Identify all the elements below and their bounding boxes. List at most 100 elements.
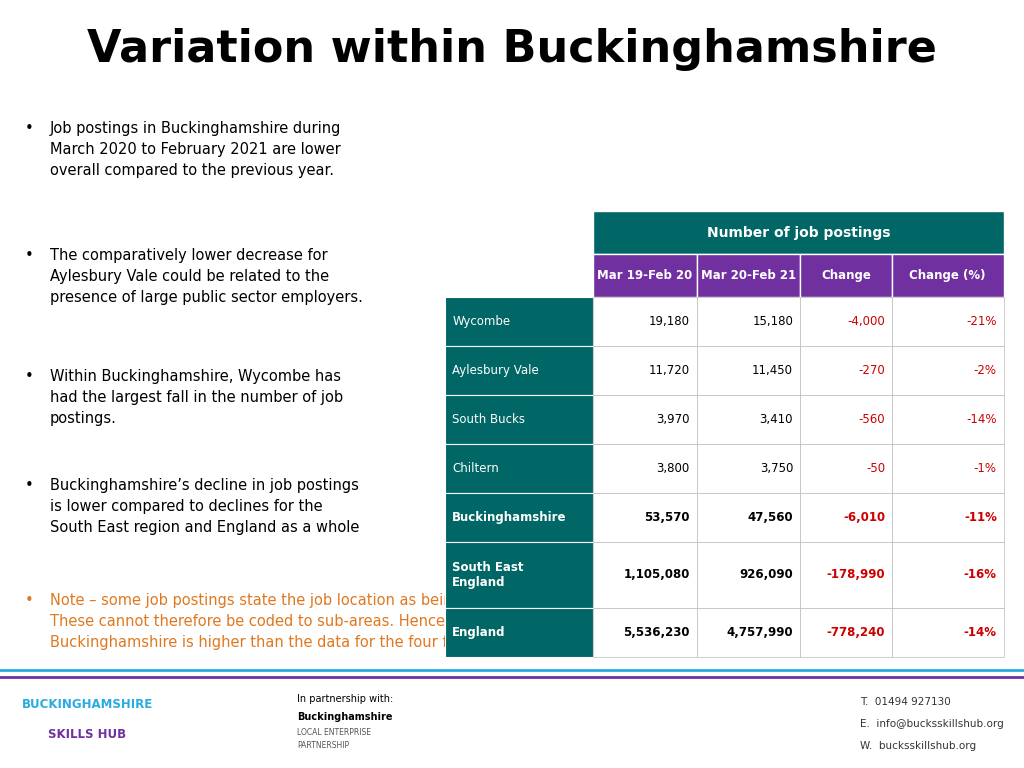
Text: Note – some job postings state the job location as being ‘Buckinghamshire’ only.: Note – some job postings state the job l…: [50, 593, 641, 650]
Text: Mar 20-Feb 21: Mar 20-Feb 21: [700, 270, 796, 282]
Text: T.  01494 927130: T. 01494 927130: [860, 697, 951, 707]
Bar: [445, 254, 593, 297]
Bar: [696, 607, 800, 657]
Text: Change (%): Change (%): [909, 270, 986, 282]
Text: 3,750: 3,750: [760, 462, 794, 475]
Text: Wycombe: Wycombe: [453, 315, 510, 328]
Bar: [593, 493, 696, 541]
Bar: [800, 297, 892, 346]
Text: -50: -50: [866, 462, 885, 475]
Text: Job postings in Buckinghamshire during
March 2020 to February 2021 are lower
ove: Job postings in Buckinghamshire during M…: [50, 121, 341, 178]
Bar: [445, 346, 593, 395]
Text: -16%: -16%: [964, 568, 996, 581]
Text: -11%: -11%: [964, 511, 996, 524]
Text: 53,570: 53,570: [644, 511, 690, 524]
Bar: [696, 346, 800, 395]
Text: Buckinghamshire’s decline in job postings
is lower compared to declines for the
: Buckinghamshire’s decline in job posting…: [50, 478, 359, 535]
Bar: [445, 297, 593, 346]
Bar: [800, 444, 892, 493]
Text: Buckinghamshire: Buckinghamshire: [297, 712, 392, 722]
Text: LOCAL ENTERPRISE: LOCAL ENTERPRISE: [297, 728, 371, 737]
Bar: [696, 395, 800, 444]
Bar: [892, 254, 1004, 297]
Bar: [892, 444, 1004, 493]
Text: -560: -560: [858, 413, 885, 426]
Text: 11,450: 11,450: [752, 364, 794, 377]
Bar: [445, 444, 593, 493]
Text: Mar 19-Feb 20: Mar 19-Feb 20: [597, 270, 692, 282]
Text: 4,757,990: 4,757,990: [726, 626, 794, 639]
Text: •: •: [25, 593, 34, 608]
Bar: [892, 297, 1004, 346]
Bar: [800, 254, 892, 297]
Text: 47,560: 47,560: [748, 511, 794, 524]
Bar: [593, 297, 696, 346]
Text: 11,720: 11,720: [649, 364, 690, 377]
Text: Within Buckinghamshire, Wycombe has
had the largest fall in the number of job
po: Within Buckinghamshire, Wycombe has had …: [50, 369, 343, 425]
Bar: [445, 607, 593, 657]
Bar: [800, 395, 892, 444]
Text: 3,410: 3,410: [760, 413, 794, 426]
Text: -270: -270: [858, 364, 885, 377]
Text: •: •: [25, 478, 34, 493]
Text: -2%: -2%: [974, 364, 996, 377]
Text: Number of job postings: Number of job postings: [707, 226, 890, 240]
Bar: [696, 297, 800, 346]
Bar: [593, 346, 696, 395]
Text: E.  info@bucksskillshub.org: E. info@bucksskillshub.org: [860, 719, 1004, 729]
Text: Buckinghamshire: Buckinghamshire: [453, 511, 566, 524]
Bar: [445, 493, 593, 541]
Text: The comparatively lower decrease for
Aylesbury Vale could be related to the
pres: The comparatively lower decrease for Ayl…: [50, 247, 362, 305]
Text: South Bucks: South Bucks: [453, 413, 525, 426]
Text: Variation within Buckinghamshire: Variation within Buckinghamshire: [87, 28, 937, 71]
Text: England: England: [453, 626, 506, 639]
Text: -4,000: -4,000: [848, 315, 885, 328]
Text: -6,010: -6,010: [843, 511, 885, 524]
Bar: [593, 254, 696, 297]
Bar: [892, 541, 1004, 607]
Text: Aylesbury Vale: Aylesbury Vale: [453, 364, 539, 377]
Text: 15,180: 15,180: [753, 315, 794, 328]
Text: •: •: [25, 121, 34, 136]
Bar: [593, 395, 696, 444]
Text: -21%: -21%: [967, 315, 996, 328]
Bar: [800, 493, 892, 541]
Bar: [696, 493, 800, 541]
Text: SKILLS HUB: SKILLS HUB: [48, 728, 126, 741]
Text: BUCKINGHAMSHIRE: BUCKINGHAMSHIRE: [22, 698, 153, 711]
Bar: [593, 444, 696, 493]
Text: Chiltern: Chiltern: [453, 462, 499, 475]
Bar: [800, 346, 892, 395]
Bar: [892, 493, 1004, 541]
Bar: [445, 395, 593, 444]
Text: Change: Change: [821, 270, 870, 282]
Text: -14%: -14%: [967, 413, 996, 426]
Text: 926,090: 926,090: [739, 568, 794, 581]
Text: -178,990: -178,990: [826, 568, 885, 581]
Bar: [800, 607, 892, 657]
Text: South East
England: South East England: [453, 561, 523, 589]
Bar: [892, 395, 1004, 444]
Text: •: •: [25, 247, 34, 263]
Bar: [445, 211, 593, 254]
Bar: [593, 607, 696, 657]
Text: •: •: [25, 369, 34, 384]
Bar: [593, 541, 696, 607]
Text: 19,180: 19,180: [649, 315, 690, 328]
Bar: [800, 541, 892, 607]
Bar: [892, 346, 1004, 395]
Text: W.  bucksskillshub.org: W. bucksskillshub.org: [860, 741, 976, 751]
Text: 1,105,080: 1,105,080: [624, 568, 690, 581]
Text: 3,800: 3,800: [656, 462, 690, 475]
Text: PARTNERSHIP: PARTNERSHIP: [297, 741, 349, 750]
Bar: [445, 541, 593, 607]
Bar: [696, 541, 800, 607]
Text: -1%: -1%: [974, 462, 996, 475]
Bar: [696, 444, 800, 493]
Text: -14%: -14%: [964, 626, 996, 639]
Bar: [696, 254, 800, 297]
Bar: [593, 211, 1004, 254]
Text: In partnership with:: In partnership with:: [297, 694, 393, 704]
Text: 5,536,230: 5,536,230: [624, 626, 690, 639]
Text: 3,970: 3,970: [656, 413, 690, 426]
